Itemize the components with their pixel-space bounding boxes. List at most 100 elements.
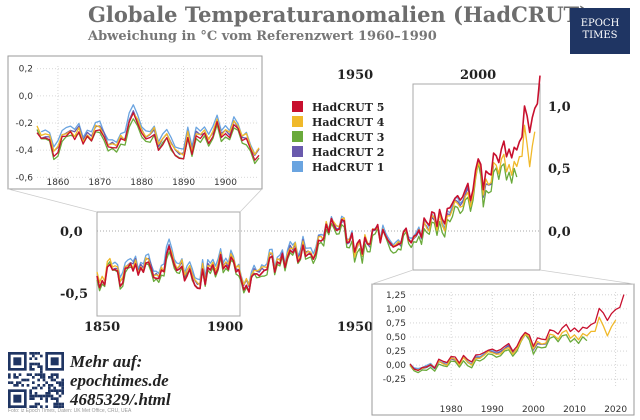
qr-module — [32, 376, 35, 379]
qr-module — [45, 400, 48, 403]
qr-module — [26, 384, 30, 387]
qr-module — [16, 381, 19, 384]
qr-module — [37, 402, 40, 406]
qr-module — [58, 384, 62, 387]
x-tick-label: 1850 — [84, 320, 120, 335]
inset2-y-tick-label: 1,00 — [386, 305, 406, 315]
qr-module — [18, 373, 22, 376]
qr-module — [48, 386, 51, 390]
qr-module — [29, 352, 32, 355]
qr-module — [8, 381, 11, 384]
qr-module — [13, 373, 16, 376]
qr-module — [61, 402, 64, 406]
x-tick-label: 1950 — [337, 320, 373, 335]
qr-module — [29, 365, 32, 368]
qr-module — [61, 392, 64, 395]
inset1-connector — [7, 188, 98, 213]
qr-code-icon[interactable] — [8, 352, 64, 408]
inset2-y-tick-label: 0,50 — [386, 333, 406, 343]
legend-label: HadCRUT 4 — [312, 116, 385, 129]
legend-swatch — [292, 161, 303, 172]
qr-module — [29, 389, 32, 392]
more-link-path[interactable]: 4685329/.html — [70, 390, 171, 409]
inset1-series-line — [36, 112, 260, 156]
series-line-hadcrut-3 — [96, 162, 518, 294]
qr-module — [34, 386, 38, 390]
qr-module — [37, 394, 40, 398]
inset2-y-tick-label: 0,75 — [386, 319, 406, 329]
qr-module — [29, 392, 32, 395]
qr-module — [21, 378, 24, 382]
qr-module — [50, 357, 59, 366]
inset2-connector — [371, 269, 414, 285]
qr-module — [13, 394, 22, 403]
inset1-y-tick-label: 0,0 — [19, 92, 34, 102]
inset1-series-line — [40, 104, 260, 155]
qr-module — [58, 389, 62, 392]
qr-module — [53, 386, 56, 390]
y-tick-label: 0,0 — [548, 225, 571, 240]
zoom-box-1850 — [96, 211, 241, 317]
inset1-y-tick-label: -0,2 — [15, 119, 33, 129]
qr-module — [61, 381, 64, 384]
qr-module — [40, 386, 43, 390]
qr-module — [40, 373, 43, 376]
qr-module — [42, 394, 46, 398]
qr-module — [37, 384, 40, 387]
qr-module — [61, 405, 64, 408]
qr-module — [24, 378, 27, 382]
qr-module — [50, 389, 54, 392]
qr-module — [56, 376, 59, 379]
qr-module — [13, 384, 16, 387]
qr-module — [13, 376, 16, 379]
qr-module — [58, 394, 62, 398]
qr-module — [56, 400, 59, 403]
logo-line-1: EPOCH — [580, 18, 620, 29]
inset2-connector — [539, 269, 635, 285]
legend-swatch — [292, 131, 303, 142]
qr-module — [53, 389, 56, 392]
qr-module — [37, 362, 40, 366]
qr-module — [42, 376, 46, 379]
qr-module — [58, 402, 62, 406]
inset1-x-tick-label: 1880 — [130, 178, 153, 188]
inset2-x-tick-label: 2020 — [604, 405, 627, 415]
qr-module — [58, 405, 62, 408]
qr-module — [53, 373, 56, 376]
qr-module — [34, 352, 38, 355]
qr-module — [40, 405, 43, 408]
qr-module — [45, 381, 48, 384]
inset2-x-tick-label: 2010 — [563, 405, 586, 415]
qr-module — [34, 394, 38, 398]
qr-module — [48, 392, 51, 395]
qr-module — [29, 368, 32, 371]
series-line-hadcrut-5 — [96, 75, 541, 293]
legend-label: HadCRUT 3 — [312, 131, 384, 144]
inset2-series-line — [409, 316, 617, 371]
x-tick-label: 1900 — [207, 320, 243, 335]
inset1-x-tick-label: 1870 — [88, 178, 111, 188]
qr-module — [26, 378, 30, 382]
more-link-domain[interactable]: epochtimes.de — [70, 371, 169, 390]
qr-module — [16, 376, 19, 379]
qr-module — [32, 368, 35, 371]
qr-module — [40, 365, 43, 368]
qr-module — [53, 378, 56, 382]
qr-module — [32, 405, 35, 408]
qr-module — [45, 392, 48, 395]
qr-module — [8, 373, 11, 376]
inset1-y-tick-label: -0,6 — [15, 173, 33, 183]
qr-module — [50, 373, 54, 376]
qr-module — [53, 402, 56, 406]
epoch-times-logo[interactable]: EPOCH TIMES — [570, 8, 630, 54]
photo-credit: Foto: iz Epoch Times, Daten: UK Met Offi… — [8, 408, 132, 414]
qr-module — [61, 386, 64, 390]
qr-module — [50, 384, 54, 387]
qr-module — [37, 365, 40, 368]
qr-module — [16, 384, 19, 387]
qr-module — [29, 373, 32, 376]
qr-module — [26, 373, 30, 376]
qr-module — [40, 368, 43, 371]
legend-swatch — [292, 146, 303, 157]
qr-module — [42, 384, 46, 387]
